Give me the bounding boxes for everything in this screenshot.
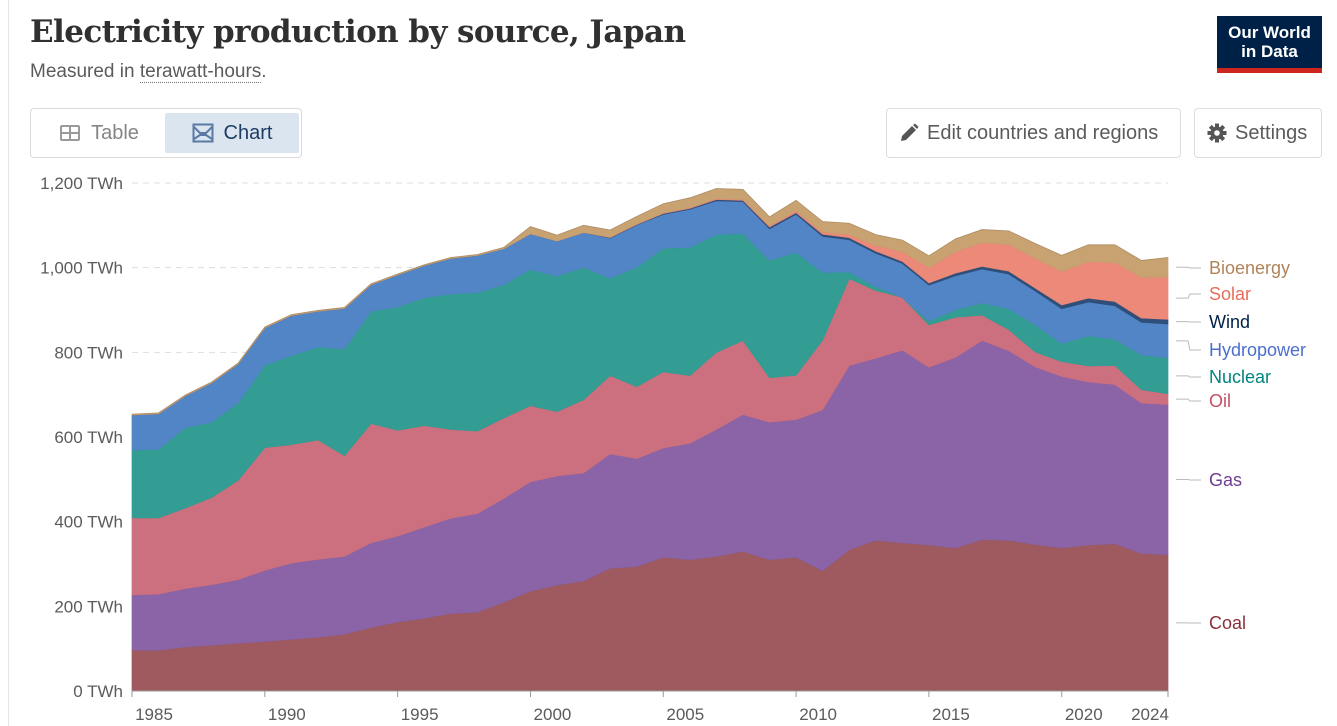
y-tick-label: 400 TWh [54, 513, 123, 532]
x-tick-label: 2024 [1131, 705, 1169, 724]
edit-countries-button[interactable]: Edit countries and regions [886, 108, 1181, 158]
x-tick-label: 1985 [135, 705, 173, 724]
y-tick-label: 600 TWh [54, 428, 123, 447]
y-tick-label: 0 TWh [73, 682, 123, 701]
logo-line-1: Our World [1228, 23, 1311, 42]
legend-item-gas[interactable]: Gas [1176, 470, 1242, 490]
x-tick-label: 2010 [799, 705, 837, 724]
legend-label: Wind [1209, 312, 1250, 332]
legend-item-oil[interactable]: Oil [1176, 391, 1231, 411]
area-chart-icon [192, 123, 214, 143]
legend-item-nuclear[interactable]: Nuclear [1176, 367, 1271, 387]
gear-icon [1207, 123, 1227, 143]
legend-item-hydropower[interactable]: Hydropower [1176, 340, 1306, 360]
legend-connector [1176, 398, 1201, 402]
settings-label: Settings [1235, 121, 1308, 144]
x-tick-label: 1995 [401, 705, 439, 724]
subtitle-suffix: . [261, 61, 267, 82]
view-toggle: Table Chart [30, 108, 302, 158]
y-axis: 0 TWh 200 TWh 400 TWh 600 TWh 800 TWh 1,000 T… [40, 174, 123, 701]
legend: Coal Gas Oil Nuclear Hydropower Wind Solar Bioe… [1176, 258, 1306, 633]
x-tick-label: 2020 [1065, 705, 1103, 724]
legend-connector [1176, 293, 1201, 299]
legend-item-solar[interactable]: Solar [1176, 284, 1251, 304]
owid-logo[interactable]: Our World in Data [1217, 16, 1322, 73]
legend-label: Gas [1209, 470, 1242, 490]
tab-table[interactable]: Table [35, 113, 163, 153]
x-tick-label: 2015 [932, 705, 970, 724]
frame-border [8, 0, 9, 726]
legend-item-wind[interactable]: Wind [1176, 312, 1250, 332]
unit-link[interactable]: terawatt-hours [139, 61, 262, 83]
tab-chart[interactable]: Chart [165, 113, 299, 153]
pencil-icon [901, 123, 919, 141]
chart-title: Electricity production by source, Japan [30, 14, 686, 50]
y-tick-label: 1,000 TWh [40, 259, 123, 278]
y-tick-label: 1,200 TWh [40, 174, 123, 193]
legend-connector [1176, 266, 1201, 269]
x-tick-label: 2000 [534, 705, 572, 724]
tab-chart-label: Chart [223, 121, 273, 144]
legend-label: Hydropower [1209, 340, 1306, 360]
edit-countries-label: Edit countries and regions [927, 121, 1159, 144]
legend-label: Oil [1209, 391, 1231, 411]
tab-table-label: Table [91, 121, 139, 144]
x-axis: 1985 1990 1995 2000 2005 2010 2015 2020 2024 [131, 690, 1169, 724]
subtitle-prefix: Measured in [30, 61, 140, 82]
area-bioenergy[interactable] [131, 188, 1169, 416]
legend-connector [1176, 340, 1201, 351]
legend-label: Solar [1209, 284, 1251, 304]
table-icon [60, 125, 81, 141]
chart-subtitle: Measured in terawatt-hours. [30, 61, 267, 83]
area-edge-bioenergy [131, 188, 1169, 415]
x-tick-label: 2005 [666, 705, 704, 724]
legend-label: Bioenergy [1209, 258, 1290, 278]
area-layers [131, 188, 1169, 692]
logo-line-2: in Data [1241, 42, 1298, 61]
legend-item-coal[interactable]: Coal [1176, 613, 1246, 633]
settings-button[interactable]: Settings [1194, 108, 1322, 158]
legend-label: Nuclear [1209, 367, 1271, 387]
y-tick-label: 200 TWh [54, 597, 123, 616]
legend-label: Coal [1209, 613, 1246, 633]
x-tick-label: 1990 [268, 705, 306, 724]
legend-connector [1176, 375, 1201, 378]
y-tick-label: 800 TWh [54, 343, 123, 362]
legend-item-bioenergy[interactable]: Bioenergy [1176, 258, 1290, 278]
